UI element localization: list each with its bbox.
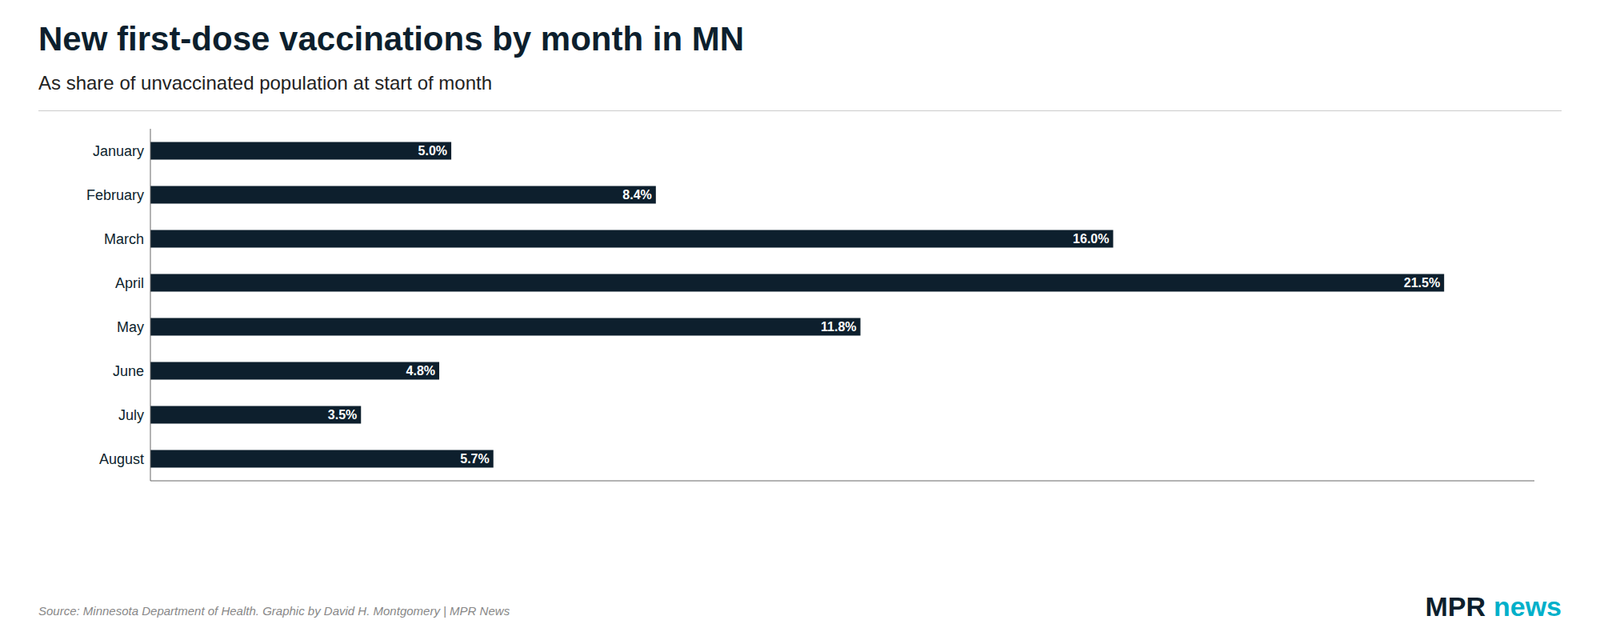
svg-text:5.0%: 5.0%	[418, 144, 448, 158]
html-text:New first-dose vaccinations by: New first-dose vaccinations by month in …	[38, 20, 745, 58]
html-text:MPR news: MPR news	[1425, 591, 1562, 622]
svg-text:4.8%: 4.8%	[406, 364, 436, 378]
svg-text:June: June	[112, 363, 144, 380]
svg-text:11.8%: 11.8%	[820, 320, 856, 334]
svg-text:February: February	[86, 187, 144, 204]
svg-text:April: April	[115, 275, 144, 292]
svg-text:January: January	[92, 143, 144, 160]
svg-text:July: July	[118, 407, 144, 424]
svg-text:16.0%: 16.0%	[1072, 232, 1109, 246]
html-text:As share of unvaccinated popul: As share of unvaccinated population at s…	[38, 72, 492, 94]
svg-text:May: May	[116, 319, 144, 336]
html-text:Source: Minnesota Department o: Source: Minnesota Department of Health. …	[38, 604, 510, 618]
svg-text:March: March	[104, 231, 144, 248]
svg-text:21.5%: 21.5%	[1404, 276, 1440, 290]
svg-text:3.5%: 3.5%	[328, 408, 357, 422]
svg-text:August: August	[99, 451, 144, 468]
svg-text:8.4%: 8.4%	[622, 188, 652, 202]
svg-text:5.7%: 5.7%	[460, 452, 489, 466]
